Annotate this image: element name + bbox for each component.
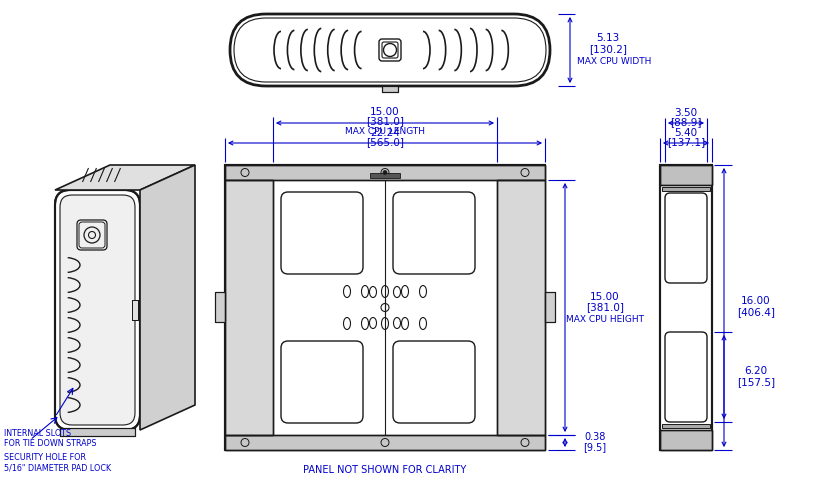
Text: 6.20: 6.20 xyxy=(744,366,767,376)
Text: [130.2]: [130.2] xyxy=(588,44,626,54)
Bar xyxy=(659,165,711,450)
Bar xyxy=(132,300,137,320)
Bar xyxy=(662,187,709,191)
Bar xyxy=(662,424,709,428)
Bar xyxy=(60,428,135,436)
Text: [381.0]: [381.0] xyxy=(585,302,623,313)
Bar xyxy=(659,165,711,450)
Bar xyxy=(214,293,224,322)
Bar xyxy=(224,180,272,435)
Bar xyxy=(224,165,544,450)
Bar xyxy=(214,293,224,322)
Bar xyxy=(224,165,544,450)
Bar xyxy=(382,86,397,92)
Text: 15.00: 15.00 xyxy=(590,293,619,302)
FancyBboxPatch shape xyxy=(229,14,549,86)
Text: 3.50: 3.50 xyxy=(674,108,696,118)
Bar xyxy=(60,428,135,436)
Circle shape xyxy=(383,171,387,174)
Text: [406.4]: [406.4] xyxy=(736,308,774,318)
Bar xyxy=(544,293,554,322)
Text: [381.0]: [381.0] xyxy=(365,116,403,126)
Text: [565.0]: [565.0] xyxy=(365,137,403,147)
Bar xyxy=(659,430,711,450)
Text: MAX CPU LENGTH: MAX CPU LENGTH xyxy=(344,127,425,137)
Bar xyxy=(659,165,711,185)
Polygon shape xyxy=(140,165,195,430)
Text: 0.38: 0.38 xyxy=(584,432,605,441)
Bar xyxy=(224,180,272,435)
Text: [137.1]: [137.1] xyxy=(667,137,704,147)
FancyBboxPatch shape xyxy=(55,190,140,430)
Text: [9.5]: [9.5] xyxy=(583,442,606,452)
Text: [88.9]: [88.9] xyxy=(670,117,701,127)
Text: SECURITY HOLE FOR
5/16" DIAMETER PAD LOCK: SECURITY HOLE FOR 5/16" DIAMETER PAD LOC… xyxy=(4,453,111,472)
Text: PANEL NOT SHOWN FOR CLARITY: PANEL NOT SHOWN FOR CLARITY xyxy=(303,465,466,475)
Bar xyxy=(224,435,544,450)
Text: 22.24: 22.24 xyxy=(369,128,399,138)
Bar xyxy=(224,165,544,180)
Text: 16.00: 16.00 xyxy=(740,296,770,307)
Text: MAX CPU WIDTH: MAX CPU WIDTH xyxy=(576,56,651,66)
Bar xyxy=(659,430,711,450)
Text: MAX CPU HEIGHT: MAX CPU HEIGHT xyxy=(566,315,643,324)
Bar xyxy=(224,165,544,180)
Bar xyxy=(497,180,544,435)
Bar xyxy=(659,165,711,185)
Text: INTERNAL SLOTS
FOR TIE DOWN STRAPS: INTERNAL SLOTS FOR TIE DOWN STRAPS xyxy=(4,429,96,448)
Text: [157.5]: [157.5] xyxy=(736,377,774,387)
Bar xyxy=(497,180,544,435)
Bar xyxy=(382,86,397,92)
Text: 15.00: 15.00 xyxy=(370,107,399,117)
Bar xyxy=(224,435,544,450)
Bar xyxy=(369,173,400,178)
FancyBboxPatch shape xyxy=(60,195,135,425)
Bar xyxy=(132,300,137,320)
Text: 5.40: 5.40 xyxy=(674,128,696,138)
Bar xyxy=(544,293,554,322)
Polygon shape xyxy=(55,165,195,190)
Text: 5.13: 5.13 xyxy=(595,33,619,43)
